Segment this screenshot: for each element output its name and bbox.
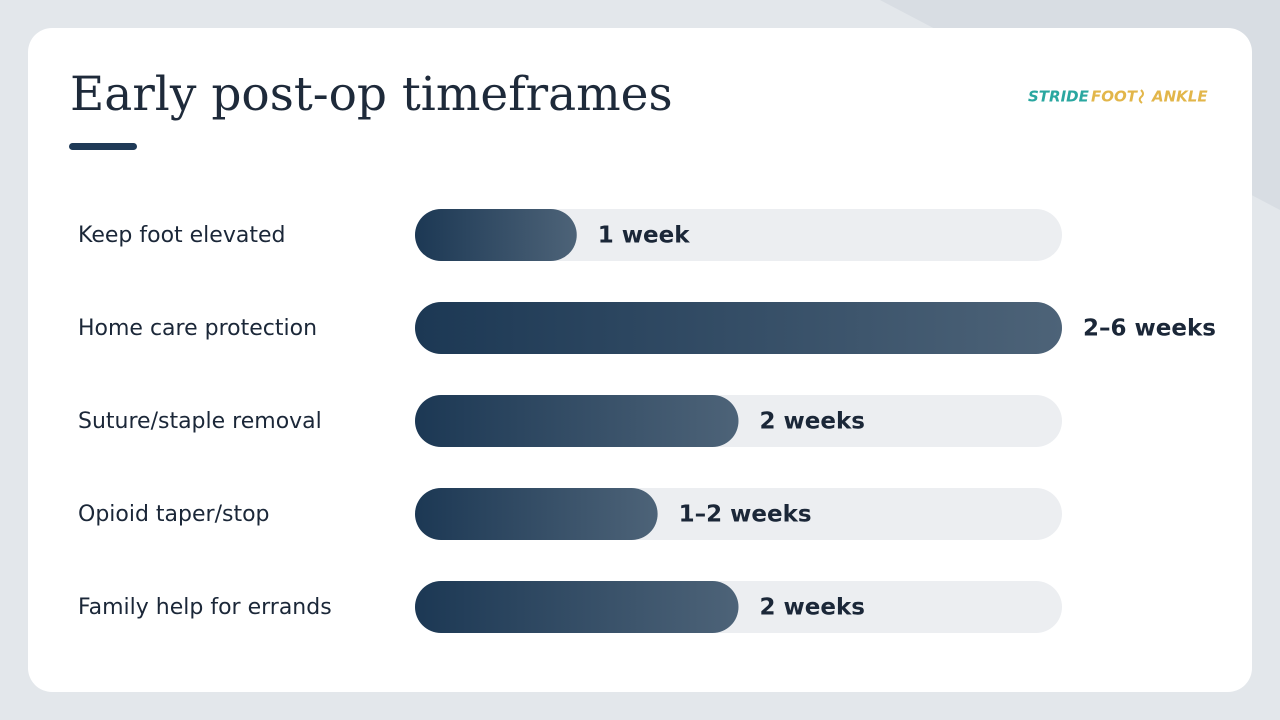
chart-title: Early post-op timeframes <box>70 67 673 122</box>
bar <box>415 395 739 447</box>
category-label: Opioid taper/stop <box>78 502 270 527</box>
value-label: 1–2 weeks <box>679 502 812 528</box>
bar-track <box>415 209 1062 261</box>
category-label: Suture/staple removal <box>78 409 322 434</box>
logo-icon <box>1138 89 1144 104</box>
bar <box>415 209 577 261</box>
value-label: 2 weeks <box>760 595 865 621</box>
logo: STRIDE FOOT ANKLE <box>1028 88 1208 106</box>
value-label: 1 week <box>598 223 690 249</box>
logo-text: STRIDE <box>1028 88 1090 106</box>
value-label: 2–6 weeks <box>1083 316 1216 342</box>
value-label: 2 weeks <box>760 409 865 435</box>
category-label: Keep foot elevated <box>78 223 285 248</box>
category-label: Home care protection <box>78 316 317 341</box>
bar <box>415 302 1062 354</box>
logo-text: FOOT <box>1091 88 1139 106</box>
category-label: Family help for errands <box>78 595 332 620</box>
logo-text: ANKLE <box>1151 88 1208 106</box>
bar <box>415 488 658 540</box>
bar <box>415 581 739 633</box>
title-underline <box>69 143 137 150</box>
